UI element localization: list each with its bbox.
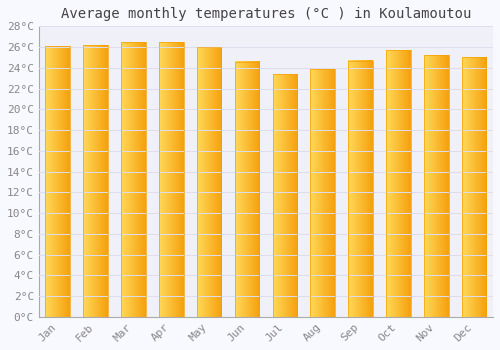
Title: Average monthly temperatures (°C ) in Koulamoutou: Average monthly temperatures (°C ) in Ko… — [60, 7, 471, 21]
